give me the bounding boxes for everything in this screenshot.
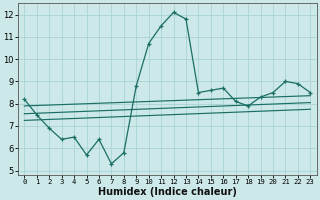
- X-axis label: Humidex (Indice chaleur): Humidex (Indice chaleur): [98, 187, 237, 197]
